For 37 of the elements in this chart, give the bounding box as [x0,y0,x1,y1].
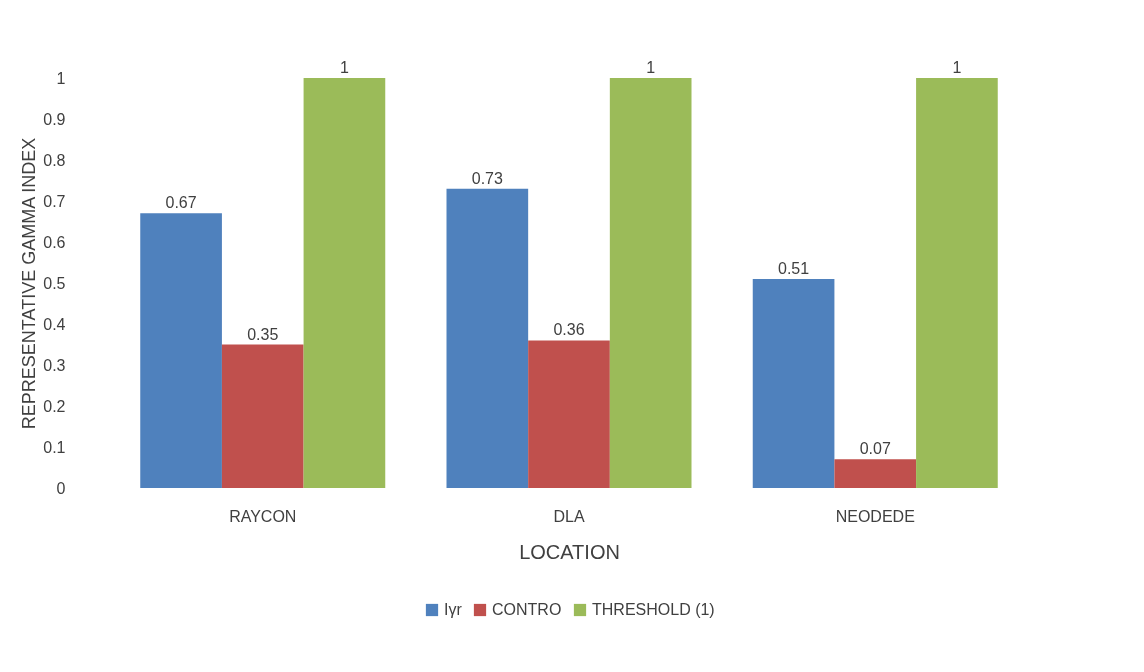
bar [528,340,610,488]
x-axis-title: LOCATION [519,540,620,563]
bar [834,459,917,488]
x-tick-label: NEODEDE [835,507,915,525]
bar [609,78,692,488]
bar [752,278,835,488]
bar [140,213,222,488]
data-label: 1 [952,59,962,76]
data-label: 0.07 [859,440,891,458]
x-tick-label: RAYCON [229,507,297,525]
legend-label: CONTRO [492,601,562,618]
bar [916,78,998,488]
y-tick-label: 0.2 [43,397,66,415]
y-tick-label: 0.9 [43,110,66,128]
y-tick-label: 0.1 [43,438,66,456]
y-tick-label: 0.6 [43,233,66,251]
data-label: 0.51 [778,259,810,277]
y-axis-title: REPRESENTATIVE GAMMA INDEX [19,137,40,430]
bar [303,78,386,488]
data-label: 0.67 [165,194,197,212]
data-label: 1 [646,59,656,76]
y-tick-label: 0.3 [43,356,66,374]
y-tick-label: 0.4 [43,315,66,333]
legend-label: THRESHOLD (1) [592,601,715,618]
y-tick-label: 0 [56,479,66,497]
y-tick-label: 0.5 [43,274,66,292]
data-label: 0.35 [247,325,279,343]
bar [446,188,529,488]
x-tick-label: DLA [553,507,585,525]
data-label: 1 [339,59,349,76]
bar [221,344,304,488]
y-tick-label: 0.7 [43,192,66,210]
data-label: 0.73 [471,169,504,187]
y-tick-label: 0.8 [43,151,66,169]
data-label: 0.36 [553,321,585,339]
y-tick-label: 1 [56,69,66,87]
legend-label: Iγr [444,601,463,618]
